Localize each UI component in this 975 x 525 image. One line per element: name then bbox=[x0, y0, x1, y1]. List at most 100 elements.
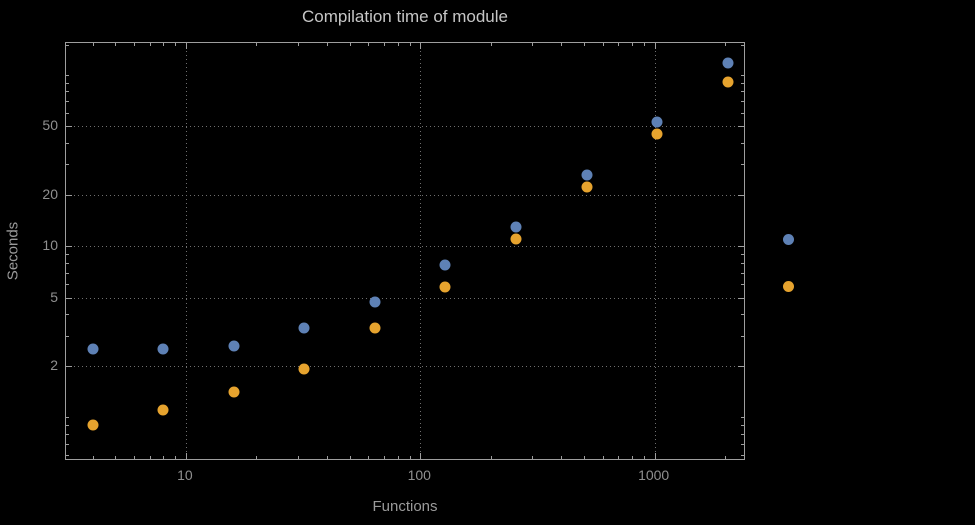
data-point bbox=[651, 116, 663, 128]
data-point bbox=[369, 296, 381, 308]
tick-mark bbox=[175, 456, 177, 459]
tick-mark bbox=[383, 456, 385, 459]
tick-mark bbox=[66, 443, 69, 445]
tick-mark bbox=[490, 456, 492, 459]
data-point bbox=[439, 281, 451, 293]
tick-mark bbox=[66, 314, 69, 316]
tick-mark bbox=[297, 43, 299, 46]
tick-mark bbox=[327, 43, 328, 46]
tick-mark bbox=[163, 43, 165, 46]
tick-mark bbox=[297, 456, 299, 459]
tick-mark bbox=[741, 164, 744, 166]
data-point bbox=[157, 404, 169, 416]
data-point bbox=[228, 340, 240, 352]
y-tick-label: 20 bbox=[42, 185, 58, 202]
tick-mark bbox=[741, 262, 744, 264]
grid-line-horizontal bbox=[66, 297, 744, 299]
tick-mark bbox=[66, 101, 69, 103]
tick-mark bbox=[532, 43, 534, 46]
tick-mark bbox=[741, 314, 744, 316]
tick-mark bbox=[66, 433, 69, 435]
tick-mark bbox=[409, 456, 411, 459]
tick-mark bbox=[368, 456, 370, 459]
data-point bbox=[581, 181, 593, 193]
data-point bbox=[87, 419, 99, 431]
tick-mark bbox=[631, 43, 633, 46]
tick-mark bbox=[741, 433, 744, 435]
tick-mark bbox=[66, 253, 69, 255]
tick-mark bbox=[397, 43, 399, 46]
tick-mark bbox=[115, 456, 117, 459]
data-point bbox=[510, 233, 522, 245]
data-point bbox=[298, 363, 310, 375]
tick-mark bbox=[66, 297, 72, 299]
tick-mark bbox=[256, 456, 258, 459]
tick-mark bbox=[420, 453, 422, 459]
tick-mark bbox=[66, 82, 69, 84]
tick-mark bbox=[738, 246, 744, 248]
tick-mark bbox=[741, 142, 744, 144]
tick-mark bbox=[602, 43, 604, 46]
tick-mark bbox=[349, 43, 351, 46]
data-point bbox=[298, 322, 310, 334]
tick-mark bbox=[420, 43, 422, 49]
tick-mark bbox=[741, 425, 744, 427]
y-tick-label: 5 bbox=[50, 288, 58, 305]
tick-mark bbox=[66, 164, 69, 166]
tick-mark bbox=[66, 365, 72, 367]
tick-mark bbox=[66, 335, 69, 337]
tick-mark bbox=[738, 126, 744, 128]
tick-mark bbox=[561, 456, 563, 459]
data-point bbox=[228, 386, 240, 398]
tick-mark bbox=[149, 456, 151, 459]
tick-mark bbox=[654, 453, 656, 459]
y-tick-label: 2 bbox=[50, 356, 58, 373]
data-point bbox=[369, 322, 381, 334]
tick-mark bbox=[66, 112, 69, 114]
tick-mark bbox=[741, 91, 744, 93]
tick-mark bbox=[66, 91, 69, 93]
tick-mark bbox=[738, 365, 744, 367]
y-tick-label: 50 bbox=[42, 117, 58, 134]
tick-mark bbox=[133, 456, 135, 459]
tick-mark bbox=[643, 456, 645, 459]
tick-mark bbox=[185, 453, 187, 459]
tick-mark bbox=[532, 456, 534, 459]
tick-mark bbox=[66, 44, 69, 46]
tick-mark bbox=[327, 456, 328, 459]
tick-mark bbox=[66, 284, 69, 285]
grid-line-vertical bbox=[185, 43, 187, 459]
tick-mark bbox=[741, 335, 744, 337]
tick-mark bbox=[92, 456, 94, 459]
tick-mark bbox=[643, 43, 645, 46]
tick-mark bbox=[741, 253, 744, 255]
tick-mark bbox=[66, 425, 69, 427]
tick-mark bbox=[66, 272, 69, 274]
tick-mark bbox=[490, 43, 492, 46]
tick-mark bbox=[741, 417, 744, 419]
x-tick-label: 10 bbox=[177, 467, 193, 483]
tick-mark bbox=[66, 262, 69, 264]
tick-mark bbox=[741, 443, 744, 445]
tick-mark bbox=[584, 43, 586, 46]
tick-mark bbox=[741, 44, 744, 46]
tick-mark bbox=[149, 43, 151, 46]
tick-mark bbox=[163, 456, 165, 459]
tick-mark bbox=[741, 284, 744, 285]
tick-mark bbox=[66, 142, 69, 144]
tick-mark bbox=[741, 112, 744, 114]
tick-mark bbox=[92, 43, 94, 46]
tick-mark bbox=[725, 43, 727, 46]
chart-title: Compilation time of module bbox=[302, 7, 508, 26]
grid-line-horizontal bbox=[66, 246, 744, 248]
grid-line-horizontal bbox=[66, 365, 744, 367]
tick-mark bbox=[654, 43, 656, 49]
tick-mark bbox=[66, 246, 72, 248]
grid-line-vertical bbox=[654, 43, 656, 459]
data-point bbox=[510, 221, 522, 233]
tick-mark bbox=[349, 456, 351, 459]
tick-mark bbox=[618, 456, 620, 459]
data-point bbox=[651, 128, 663, 140]
plot-area bbox=[65, 42, 745, 460]
